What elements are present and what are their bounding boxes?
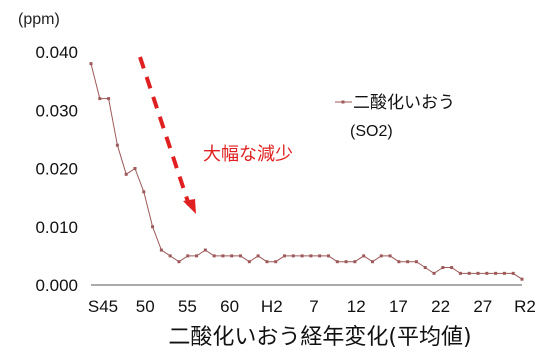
data-point [450, 266, 454, 270]
x-tick-label: 7 [309, 297, 318, 316]
data-point [151, 225, 155, 229]
data-point [107, 97, 111, 101]
decrease-arrow-head [183, 199, 196, 214]
data-point [502, 271, 506, 275]
legend: 二酸化いおう (SO2) [335, 93, 455, 140]
y-tick-label: 0.020 [35, 160, 78, 179]
data-point [362, 254, 366, 258]
data-point [344, 260, 348, 264]
data-point [326, 254, 330, 258]
series-line-so2 [90, 63, 523, 280]
data-point [318, 254, 322, 258]
x-tick-label: H2 [261, 297, 283, 316]
data-point [247, 260, 251, 264]
data-point [283, 254, 287, 258]
data-point [511, 271, 515, 275]
data-point [520, 277, 524, 281]
decrease-arrow-shaft [138, 56, 191, 206]
data-point [494, 271, 498, 275]
data-point [370, 260, 374, 264]
data-point [441, 266, 445, 270]
y-tick-label: 0.040 [35, 43, 78, 62]
data-point [274, 260, 278, 264]
x-tick-label: 60 [220, 297, 239, 316]
x-tick-label: 27 [473, 297, 492, 316]
data-point [414, 260, 418, 264]
data-point [195, 254, 199, 258]
x-tick-label: 12 [347, 297, 366, 316]
data-point [432, 271, 436, 275]
x-tick-label: 22 [431, 297, 450, 316]
annotation-layer: 大幅な減少 [138, 56, 293, 214]
data-point [124, 172, 128, 176]
y-tick-label: 0.030 [35, 101, 78, 120]
y-tick-label: 0.010 [35, 218, 78, 237]
legend-series-subtitle: (SO2) [350, 123, 393, 140]
data-point [159, 248, 163, 252]
data-point [485, 271, 489, 275]
data-point [335, 260, 339, 264]
data-point [115, 143, 119, 147]
data-point [291, 254, 295, 258]
annotation-text: 大幅な減少 [203, 144, 293, 165]
legend-series-name: 二酸化いおう [353, 93, 455, 113]
data-point [467, 271, 471, 275]
legend-marker [341, 100, 345, 104]
data-point [309, 254, 313, 258]
data-point [186, 254, 190, 258]
data-point [423, 266, 427, 270]
data-point [388, 254, 392, 258]
data-point [265, 260, 269, 264]
data-point [203, 248, 207, 252]
x-tick-label: S45 [88, 297, 118, 316]
data-point [239, 254, 243, 258]
x-tick-label: R2 [514, 297, 536, 316]
data-point [98, 97, 102, 101]
data-point [397, 260, 401, 264]
x-tick-label: 55 [178, 297, 197, 316]
data-point [142, 190, 146, 194]
data-point [212, 254, 216, 258]
data-point [256, 254, 260, 258]
y-tick-label: 0.000 [35, 276, 78, 295]
data-point [300, 254, 304, 258]
x-axis-ticks: S45 50 55 60 H2 7 12 17 22 27 R2 [88, 297, 536, 316]
data-point [221, 254, 225, 258]
data-point [379, 254, 383, 258]
data-point [476, 271, 480, 275]
data-point [177, 260, 181, 264]
data-point [168, 254, 172, 258]
data-point [230, 254, 234, 258]
data-point [353, 260, 357, 264]
x-tick-label: 17 [389, 297, 408, 316]
data-point [133, 167, 137, 170]
data-point [458, 271, 462, 275]
y-axis-ticks: 0.000 0.010 0.020 0.030 0.040 [35, 43, 78, 295]
x-tick-label: 50 [136, 297, 155, 316]
series-layer [89, 62, 524, 281]
data-point [406, 260, 410, 264]
y-axis-label: (ppm) [18, 11, 60, 28]
chart-caption: 二酸化いおう経年変化(平均値) [168, 325, 471, 350]
data-point [89, 62, 93, 66]
